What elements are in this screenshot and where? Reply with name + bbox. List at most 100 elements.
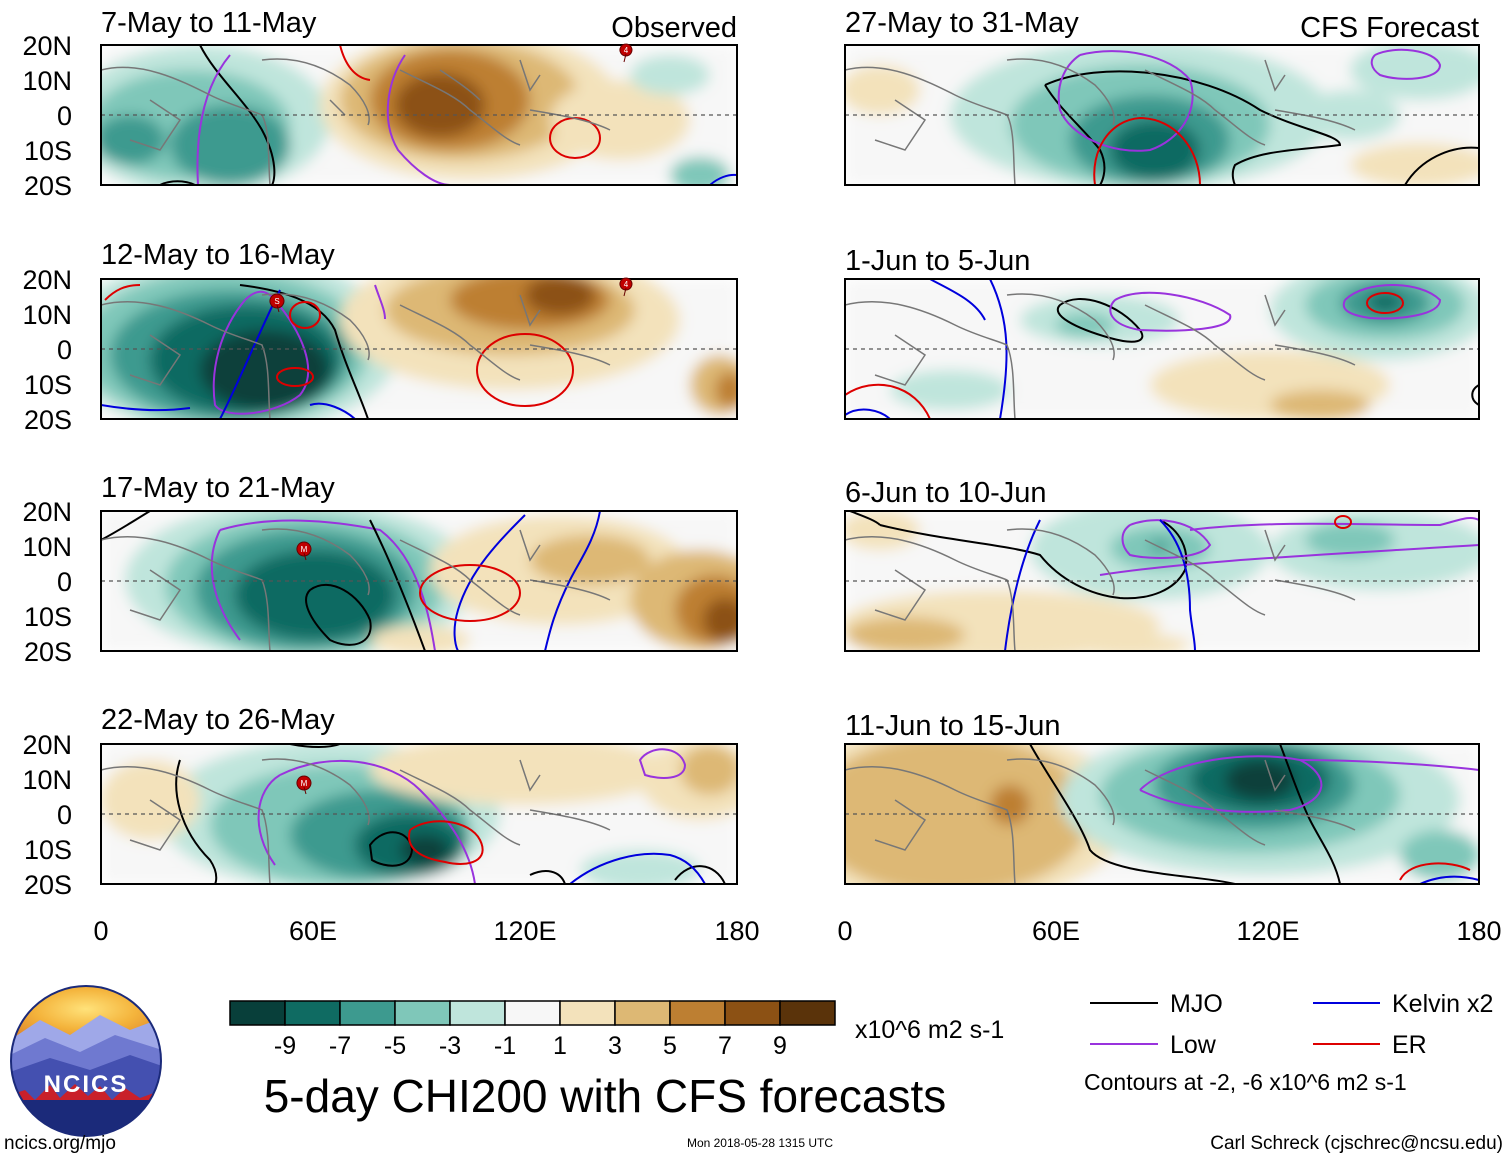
panel-title: 22-May to 26-May: [101, 704, 335, 736]
coastlines: [101, 293, 611, 419]
colorbar-swatch: [669, 1000, 726, 1026]
lat-tick: 10N: [22, 765, 72, 795]
storm-marker: 4: [619, 43, 633, 63]
footer-url: ncics.org/mjo: [4, 1133, 116, 1154]
colorbar-label: 1: [553, 1032, 567, 1060]
coastlines: [101, 58, 611, 185]
coastlines: [845, 58, 1356, 185]
lat-tick: 10S: [24, 835, 72, 865]
forecast-label: CFS Forecast: [1300, 12, 1479, 44]
colorbar-label: -3: [439, 1032, 461, 1060]
map-panel-5: [844, 44, 1480, 186]
colorbar: -9 -7 -5 -3 -1 1 3 5 7 9: [229, 1000, 836, 1060]
lat-tick: 0: [57, 800, 72, 830]
map-panel-7: [844, 510, 1480, 652]
colorbar-swatch: [559, 1000, 616, 1026]
lat-tick: 20S: [24, 870, 72, 900]
lat-tick: 10S: [24, 602, 72, 632]
legend-label-mjo: MJO: [1170, 990, 1223, 1018]
colorbar-swatch: [449, 1000, 506, 1026]
filter-contours: [1044, 48, 1479, 185]
colorbar-label: -7: [329, 1032, 351, 1060]
lat-tick: 10N: [22, 300, 72, 330]
lat-tick: 10N: [22, 532, 72, 562]
filter-contours: [849, 511, 1479, 651]
lat-tick: 20N: [22, 730, 72, 760]
colorbar-label: -9: [274, 1032, 296, 1060]
storm-marker: M: [296, 775, 312, 795]
lon-tick: 0: [93, 916, 108, 946]
lat-tick: 10S: [24, 136, 72, 166]
colorbar-swatch: [779, 1000, 836, 1026]
panel-title: 7-May to 11-May: [101, 7, 317, 39]
panel-frame: [100, 278, 738, 420]
storm-markers: 4 4 S M M: [269, 43, 633, 795]
colorbar-swatch: [724, 1000, 781, 1026]
lat-tick: 0: [57, 101, 72, 131]
colorbar-label: -1: [494, 1032, 516, 1060]
colorbar-swatch: [339, 1000, 396, 1026]
panel-frame: [100, 743, 738, 885]
colorbar-label: 9: [773, 1032, 787, 1060]
lon-tick: 60E: [1032, 916, 1080, 946]
lat-tick: 20N: [22, 265, 72, 295]
lat-tick: 10S: [24, 370, 72, 400]
storm-marker-label: 4: [624, 280, 629, 289]
coastlines: [101, 528, 611, 651]
legend-label-low: Low: [1170, 1031, 1217, 1059]
legend-label-er: ER: [1392, 1031, 1427, 1059]
lon-axis-labels: 0 60E 120E 180 0 60E 120E 180: [93, 916, 1501, 946]
legend-label-kelvin: Kelvin x2: [1392, 990, 1493, 1018]
ncics-logo: NCICS: [10, 985, 162, 1137]
footer-credit: Carl Schreck (cjschrec@ncsu.edu): [1210, 1133, 1503, 1154]
storm-marker-label: M: [301, 545, 308, 554]
panel-frame: [100, 44, 738, 186]
colorbar-swatch: [394, 1000, 451, 1026]
panel-title: 1-Jun to 5-Jun: [845, 245, 1030, 277]
colorbar-swatch: [504, 1000, 561, 1026]
filter-contours: [159, 45, 737, 185]
lon-tick: 180: [1456, 916, 1501, 946]
main-title: 5-day CHI200 with CFS forecasts: [264, 1070, 947, 1122]
lon-tick: 180: [714, 916, 759, 946]
logo-text: NCICS: [44, 1071, 129, 1098]
panel-title: 27-May to 31-May: [845, 7, 1079, 39]
colorbar-swatch: [284, 1000, 341, 1026]
lat-tick: 20N: [22, 31, 72, 61]
storm-marker-label: 4: [624, 46, 629, 55]
colorbar-swatch: [614, 1000, 671, 1026]
lon-tick: 120E: [1236, 916, 1299, 946]
contour-legend: MJO Kelvin x2 Low ER Contours at -2, -6 …: [1084, 990, 1493, 1095]
lon-tick: 0: [837, 916, 852, 946]
lat-tick: 20S: [24, 171, 72, 201]
chi200-shading: [101, 279, 737, 419]
lat-tick: 20S: [24, 405, 72, 435]
chi200-shading: [101, 744, 737, 884]
lat-tick: 0: [57, 335, 72, 365]
panel-frame: [100, 510, 738, 652]
lon-tick: 60E: [289, 916, 337, 946]
map-panel-3: [100, 510, 738, 652]
panel-title: 6-Jun to 10-Jun: [845, 477, 1047, 509]
panel-title: 11-Jun to 15-Jun: [845, 710, 1061, 742]
panel-title: 17-May to 21-May: [101, 472, 335, 504]
lat-tick: 0: [57, 567, 72, 597]
map-panel-4: [100, 743, 738, 885]
storm-marker-label: M: [301, 779, 308, 788]
storm-marker-label: S: [274, 297, 279, 306]
lat-axis-labels: 20N 10N 0 10S 20S 20N 10N 0 10S 20S 20N …: [22, 31, 72, 900]
map-panel-8: [844, 743, 1480, 885]
chi200-shading: [845, 744, 1479, 884]
panel-frame: [844, 44, 1480, 186]
panel-frame: [844, 510, 1480, 652]
colorbar-label: -5: [384, 1032, 406, 1060]
coastlines: [845, 528, 1356, 651]
coastlines: [845, 758, 1356, 884]
coastlines: [845, 293, 1356, 419]
filter-contours: [1029, 744, 1479, 884]
storm-marker: 4: [619, 277, 633, 297]
chi200-shading: [845, 279, 1479, 419]
map-panel-2: [100, 278, 738, 420]
map-panel-1: [100, 44, 738, 186]
